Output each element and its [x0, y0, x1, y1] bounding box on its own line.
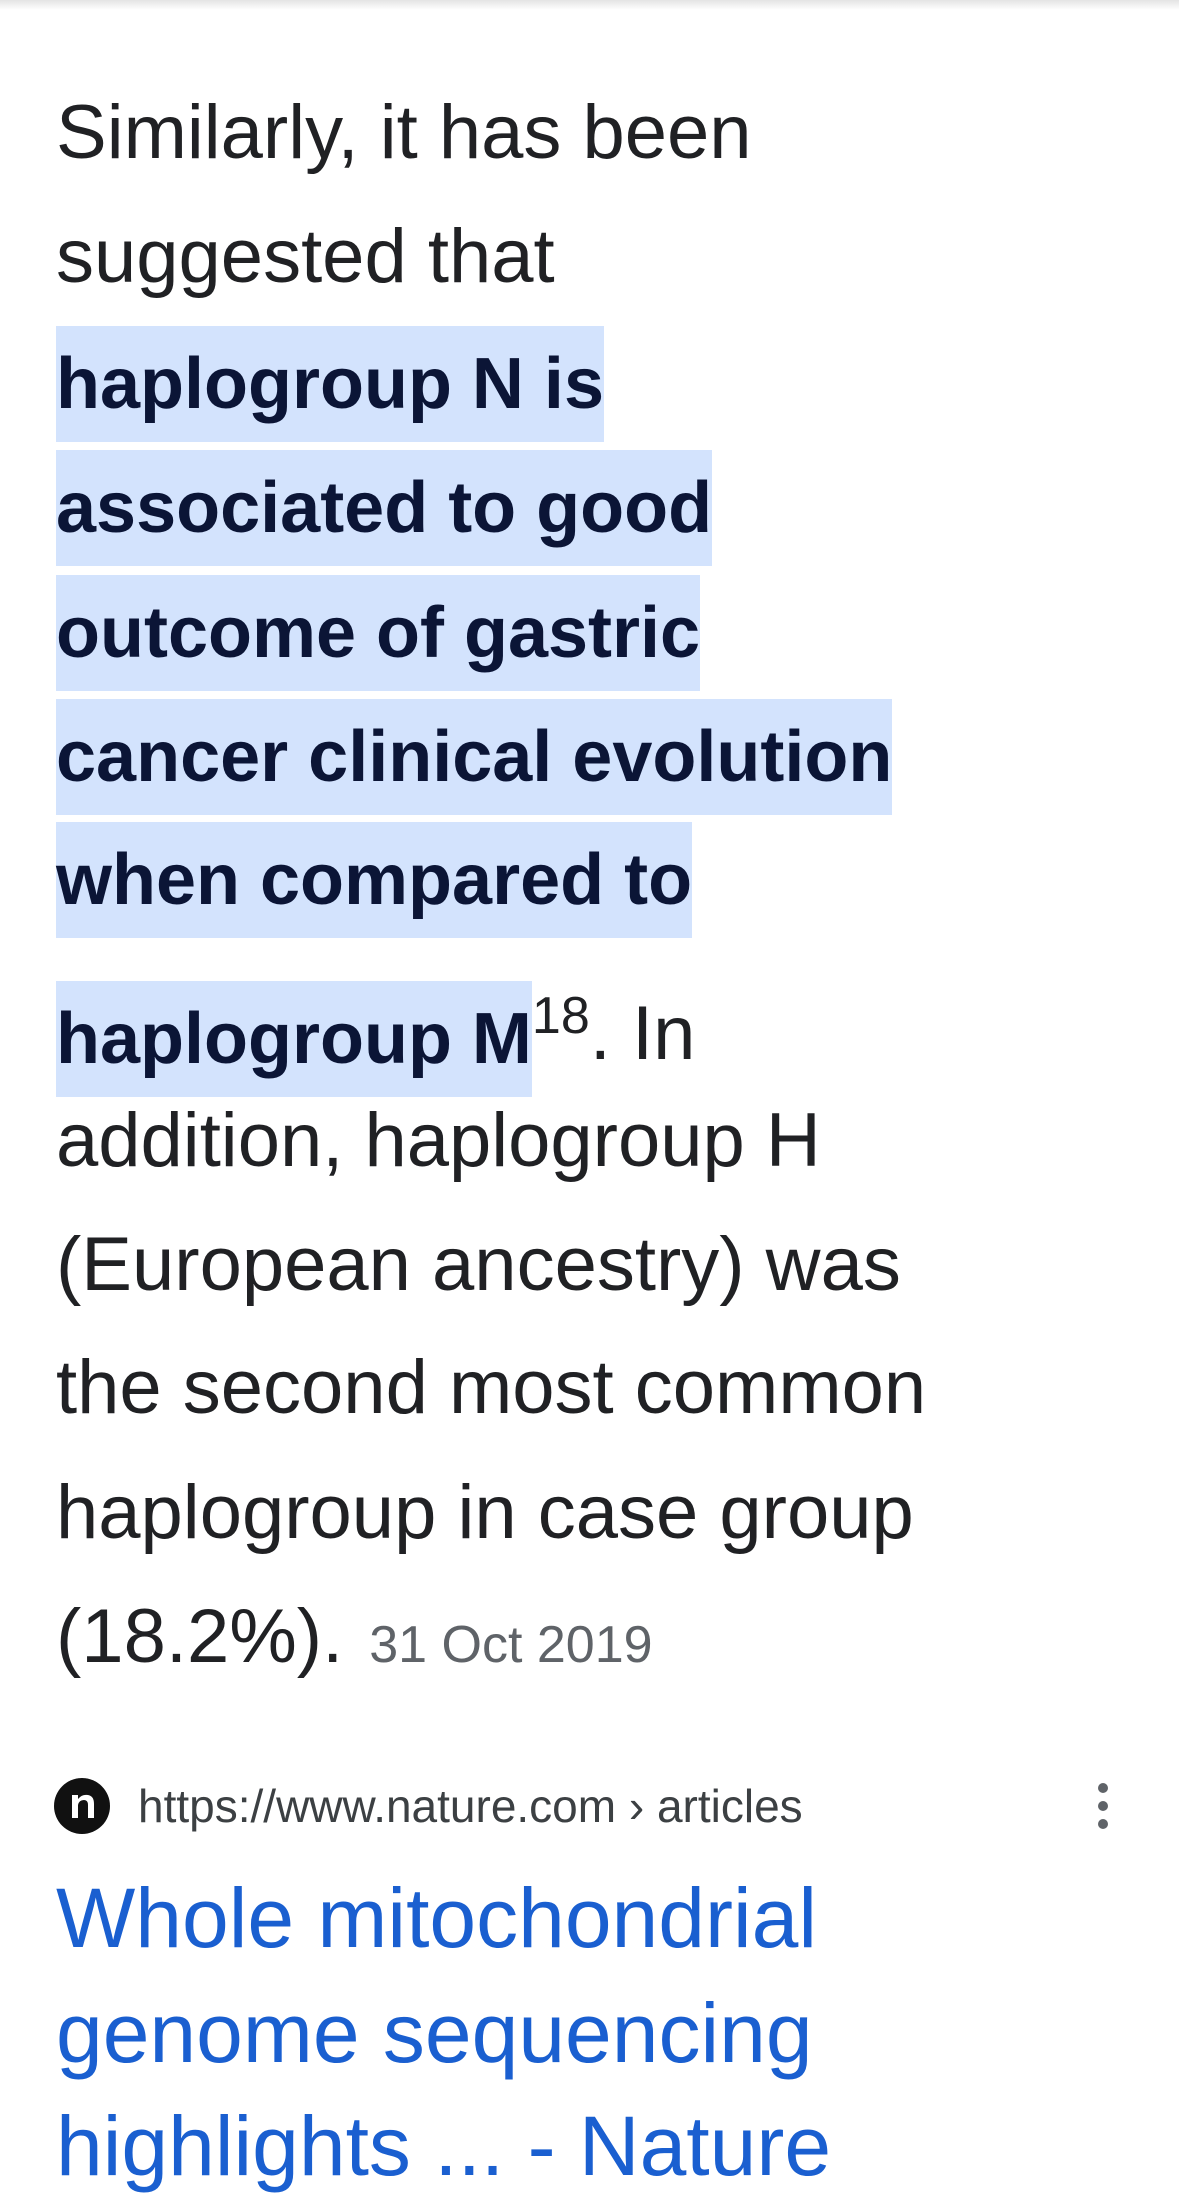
snippet-text: (European ancestry) was — [56, 1222, 901, 1307]
snippet-line: haplogroup M18. In — [56, 954, 696, 1097]
highlighted-text: associated to good — [56, 449, 713, 566]
snippet-line: addition, haplogroup H — [56, 1079, 821, 1203]
citation: 18 — [531, 987, 590, 1045]
top-bar-shadow — [0, 0, 1179, 10]
snippet-line: haplogroup in case group — [56, 1451, 914, 1575]
snippet-line: when compared to — [56, 813, 693, 938]
highlighted-text: outcome of gastric — [56, 574, 701, 691]
snippet-date: 31 Oct 2019 — [369, 1616, 653, 1674]
snippet-text: (18.2%). — [56, 1594, 344, 1679]
result-title-line[interactable]: highlights ... - Nature — [56, 2099, 832, 2193]
snippet-line: cancer clinical evolution — [56, 690, 893, 815]
snippet-text: haplogroup in case group — [56, 1470, 914, 1555]
snippet-line: the second most common — [56, 1326, 926, 1450]
snippet-line: associated to good — [56, 441, 713, 566]
result-title-line[interactable]: genome sequencing — [56, 1986, 813, 2080]
snippet-line: (18.2%). 31 Oct 2019 — [56, 1575, 653, 1699]
highlighted-text: when compared to — [56, 821, 693, 938]
snippet-text: Similarly, it has been — [56, 90, 752, 175]
snippet-text: suggested that — [56, 214, 555, 299]
highlighted-text: haplogroup M — [56, 980, 532, 1097]
result-url[interactable]: https://www.nature.com › articles — [138, 1780, 803, 1832]
result-title-line[interactable]: Whole mitochondrial — [56, 1871, 818, 1965]
favicon — [54, 1778, 110, 1834]
highlighted-text: cancer clinical evolution — [56, 698, 893, 815]
snippet-line: haplogroup N is — [56, 317, 604, 442]
snippet-line: (European ancestry) was — [56, 1203, 901, 1327]
snippet-line: Similarly, it has been — [56, 71, 752, 195]
snippet-line: suggested that — [56, 195, 555, 319]
highlighted-text: haplogroup N is — [56, 325, 604, 442]
snippet-text: addition, haplogroup H — [56, 1098, 821, 1183]
more-options[interactable] — [1090, 1780, 1116, 1832]
snippet-text: the second most common — [56, 1345, 927, 1430]
snippet-text: . In — [589, 991, 696, 1076]
snippet-line: outcome of gastric — [56, 566, 701, 691]
